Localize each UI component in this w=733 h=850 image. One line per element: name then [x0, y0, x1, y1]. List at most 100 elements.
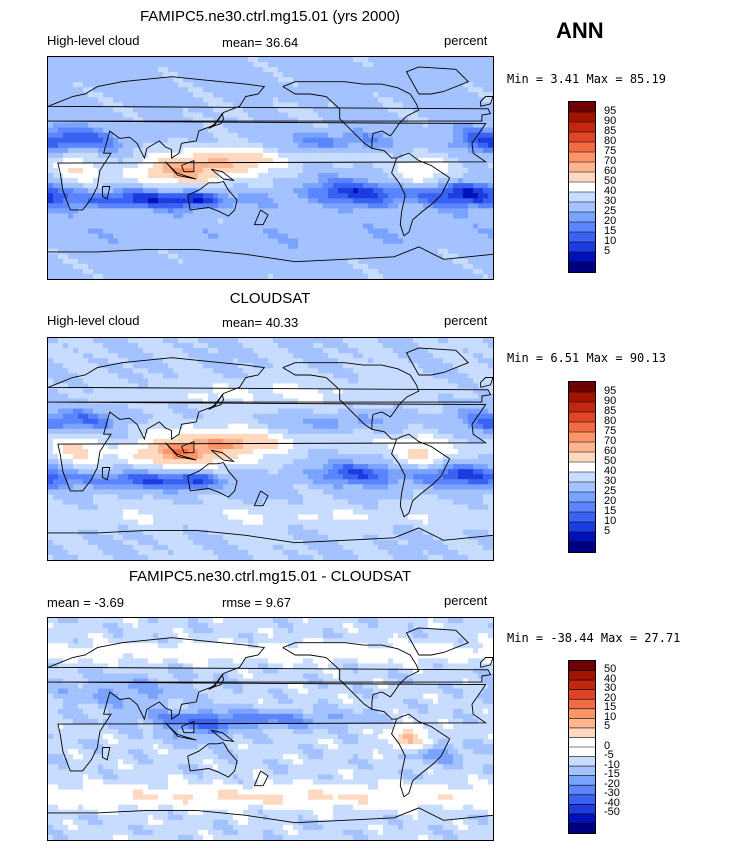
map-cell	[293, 168, 299, 174]
map-cell	[178, 223, 184, 230]
map-cell	[113, 137, 119, 144]
map-cell	[443, 258, 449, 265]
map-cell	[208, 263, 214, 270]
map-cell	[148, 338, 154, 344]
map-cell	[228, 343, 234, 349]
map-cell	[413, 82, 419, 88]
map-cell	[313, 228, 319, 235]
map-cell	[483, 183, 489, 189]
map-cell	[373, 82, 379, 88]
map-cell	[328, 208, 334, 215]
map-cell	[483, 368, 489, 374]
map-cell	[98, 188, 104, 194]
map-cell	[403, 142, 409, 149]
map-cell	[53, 77, 59, 83]
map-cell	[423, 72, 429, 78]
map-cell	[248, 97, 254, 104]
map-cell	[243, 213, 249, 220]
map-cell	[88, 268, 94, 275]
map-cell	[313, 388, 319, 395]
map-cell	[383, 137, 389, 144]
map-cell	[463, 243, 469, 250]
map-cell	[188, 62, 194, 68]
map-cell	[228, 388, 234, 395]
map-cell	[228, 77, 234, 83]
map-cell	[288, 57, 294, 63]
map-cell	[163, 393, 169, 400]
map-cell	[143, 142, 149, 149]
map-cell	[428, 263, 434, 270]
map-cell	[318, 127, 324, 134]
map-cell	[388, 72, 394, 78]
map-cell	[158, 383, 164, 390]
map-cell	[113, 102, 119, 109]
map-cell	[133, 368, 139, 374]
map-cell	[338, 373, 344, 379]
map-cell	[93, 263, 99, 270]
map-cell	[48, 243, 54, 250]
map-cell	[378, 178, 384, 184]
map-cell	[173, 363, 179, 369]
map-cell	[228, 117, 234, 124]
map-cell	[188, 117, 194, 124]
map-cell	[138, 383, 144, 390]
map-cell	[163, 112, 169, 119]
map-cell	[423, 183, 429, 189]
map-cell	[413, 383, 419, 390]
map-cell	[398, 348, 404, 354]
map-cell	[123, 147, 129, 154]
map-cell	[438, 107, 444, 114]
map-cell	[73, 223, 79, 230]
map-cell	[213, 173, 219, 179]
map-cell	[438, 248, 444, 255]
map-cell	[378, 238, 384, 245]
map-cell	[218, 383, 224, 390]
map-cell	[88, 213, 94, 220]
map-cell	[213, 228, 219, 235]
map-cell	[488, 348, 493, 354]
map-cell	[488, 343, 493, 349]
map-cell	[398, 132, 404, 139]
map-cell	[213, 127, 219, 134]
map-cell	[118, 273, 124, 279]
map-cell	[78, 107, 84, 114]
map-cell	[468, 183, 474, 189]
map-cell	[133, 258, 139, 265]
map-cell	[88, 72, 94, 78]
map-cell	[288, 368, 294, 374]
colorbar-swatch	[569, 222, 595, 233]
map-cell	[298, 173, 304, 179]
map-cell	[198, 178, 204, 184]
map-cell	[193, 193, 199, 199]
map-cell	[83, 228, 89, 235]
map-cell	[248, 178, 254, 184]
map-cell	[48, 363, 54, 369]
map-cell	[313, 353, 319, 359]
map-cell	[113, 223, 119, 230]
map-cell	[68, 97, 74, 104]
map-cell	[423, 243, 429, 250]
map-cell	[318, 338, 324, 344]
map-cell	[428, 92, 434, 98]
season-label: ANN	[556, 18, 604, 43]
map-cell	[468, 102, 474, 109]
map-cell	[293, 238, 299, 245]
map-cell	[418, 233, 424, 240]
map-cell	[98, 218, 104, 225]
map-cell	[488, 162, 493, 169]
map-cell	[423, 168, 429, 174]
map-cell	[208, 223, 214, 230]
map-cell	[413, 57, 419, 63]
map-cell	[273, 67, 279, 73]
map-cell	[293, 117, 299, 124]
map-cell	[378, 102, 384, 109]
map-cell	[283, 67, 289, 73]
colorbar-swatch	[569, 212, 595, 223]
map-cell	[263, 203, 269, 209]
map-cell	[133, 97, 139, 104]
map-cell	[118, 97, 124, 104]
map-cell	[123, 117, 129, 124]
map-cell	[198, 363, 204, 369]
map-cell	[278, 127, 284, 134]
map-cell	[138, 268, 144, 275]
